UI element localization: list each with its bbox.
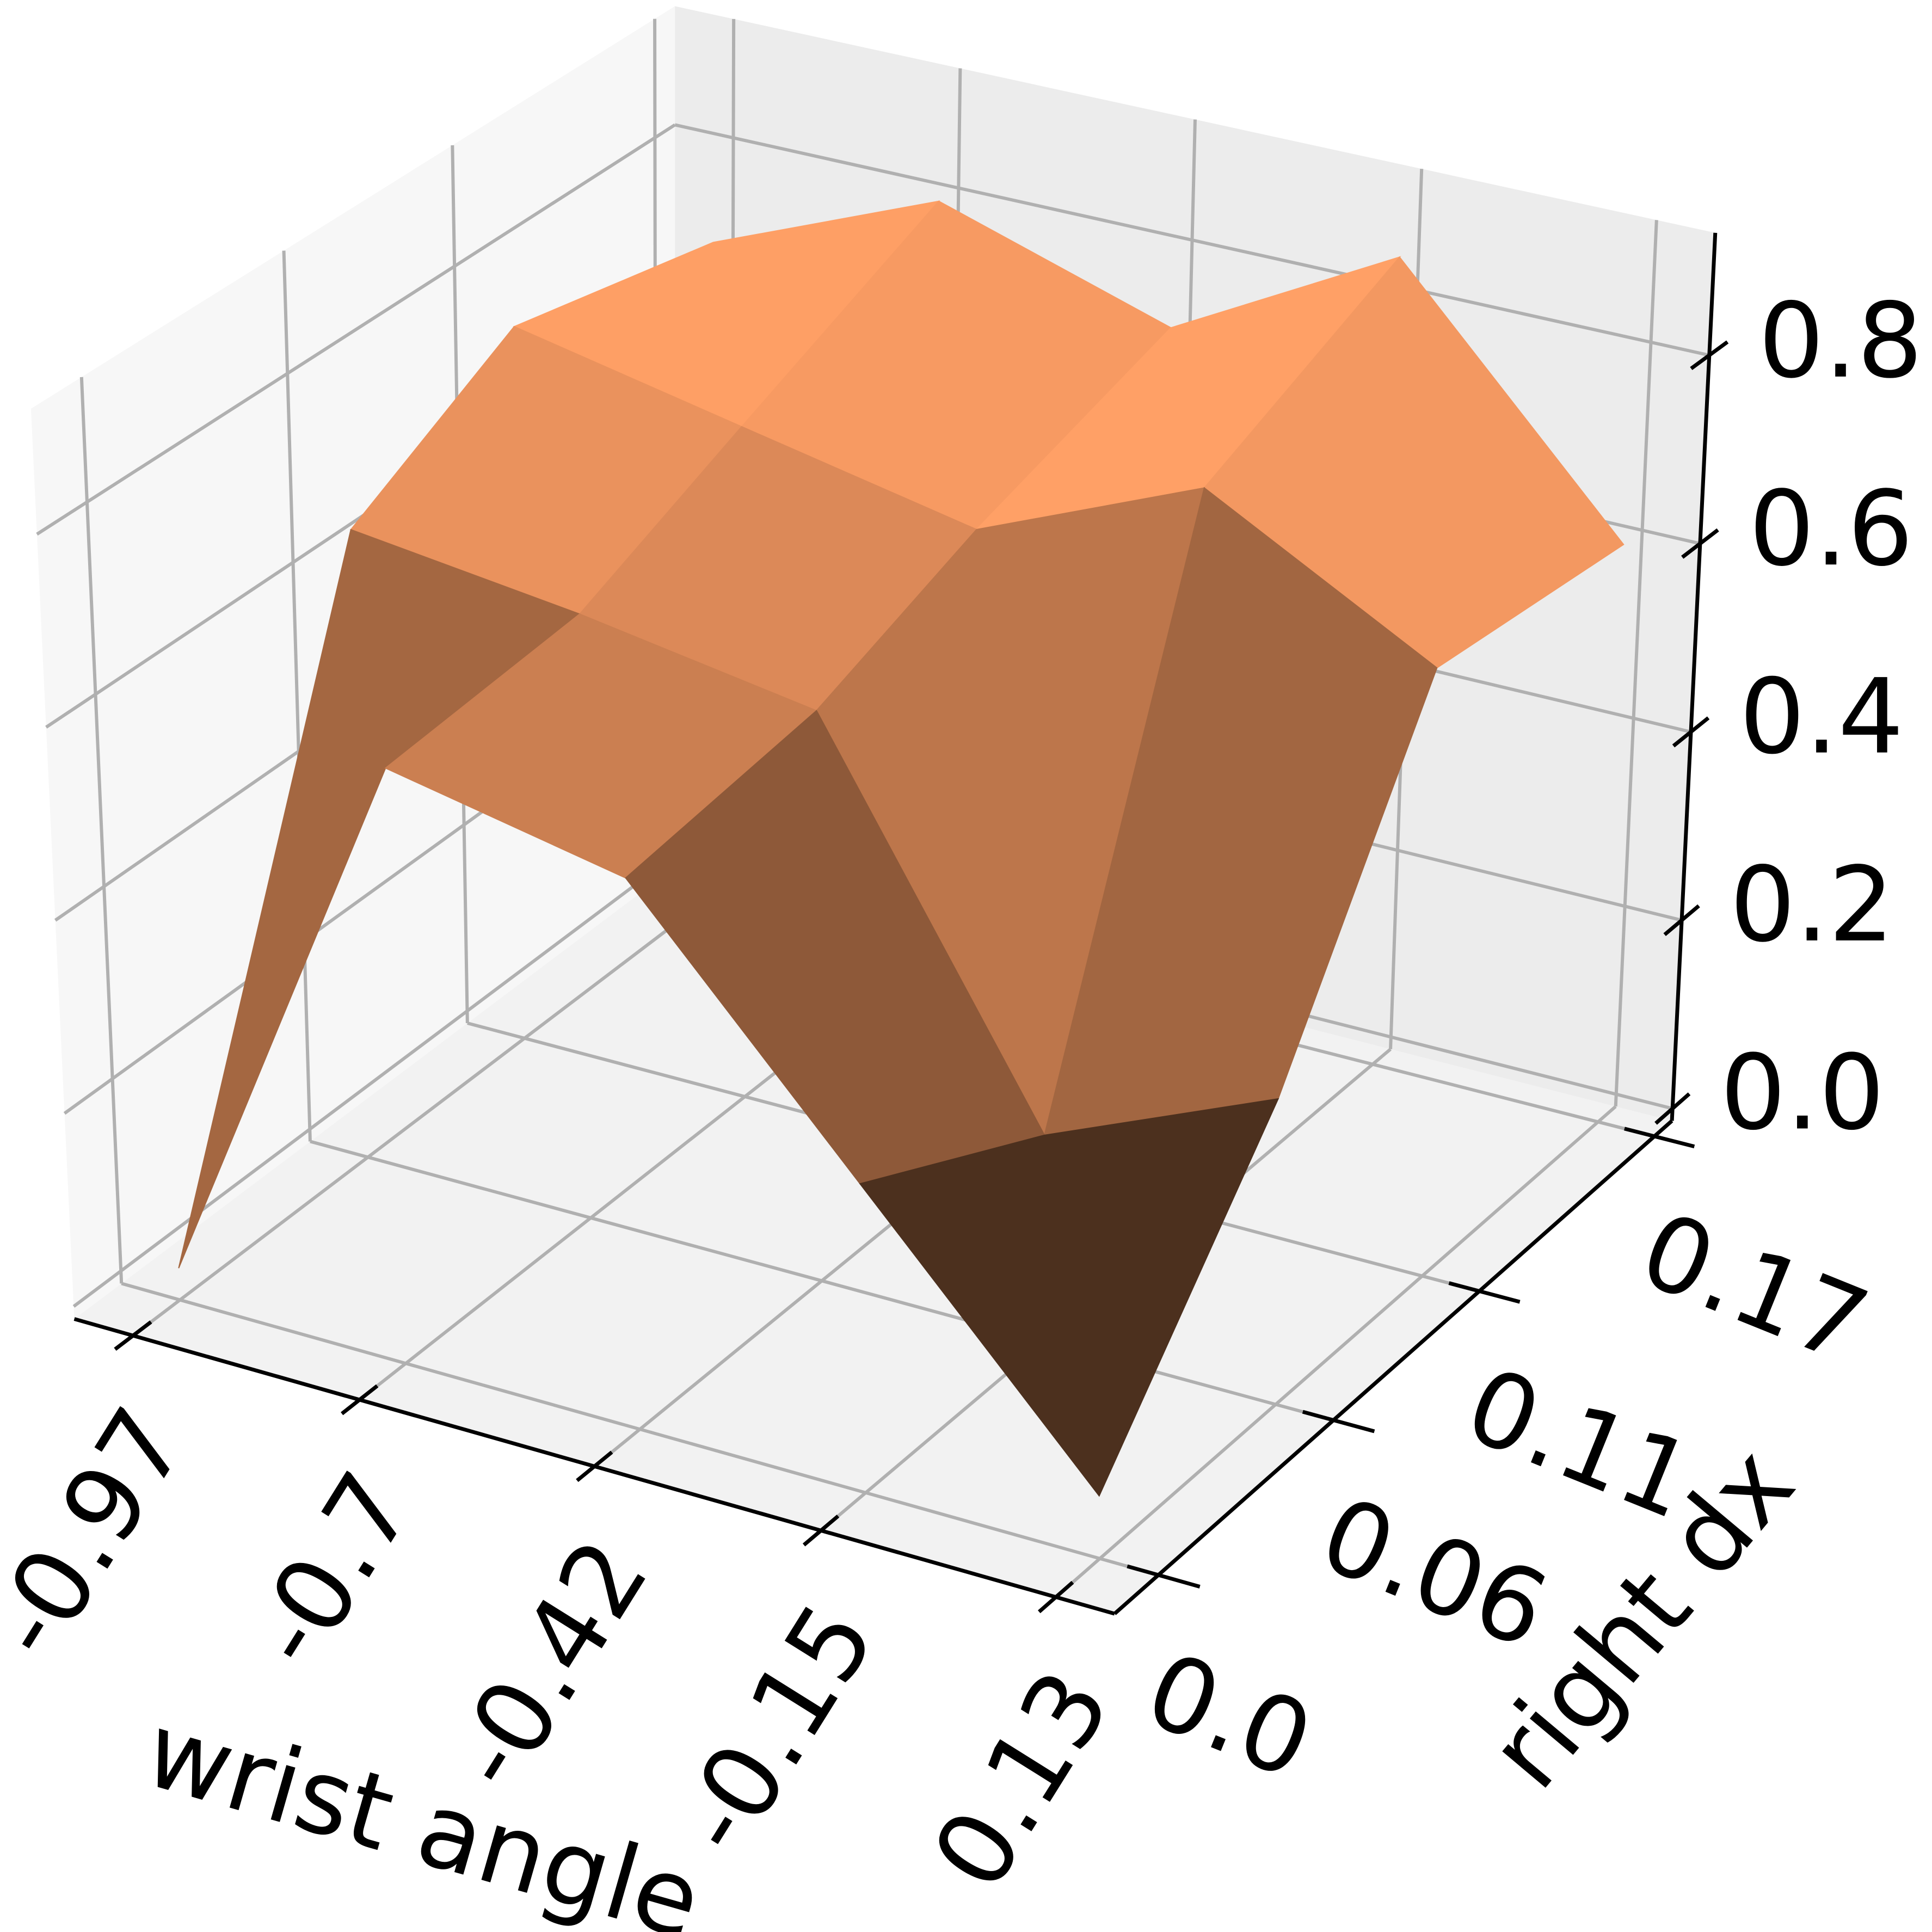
surface-face: [859, 1098, 1279, 1497]
y-tick: [1127, 1564, 1201, 1589]
x-tick-label: 0.13: [909, 1651, 1134, 1910]
grid-line: [310, 1140, 1334, 1422]
axis-line: [1670, 232, 1718, 1121]
z-tick: [1690, 340, 1729, 371]
grid-line: [1614, 220, 1658, 1107]
x-tick-label: -0.42: [428, 1519, 672, 1810]
z-tick-label: 0.6: [1749, 469, 1913, 589]
x-tick-label: -0.7: [227, 1453, 436, 1688]
y-tick-label: 0.17: [1625, 1189, 1884, 1387]
grid-line: [674, 123, 1710, 357]
grid-line: [1055, 1105, 1617, 1598]
z-tick: [1672, 716, 1710, 748]
y-tick: [1448, 1281, 1521, 1304]
grid-line: [72, 853, 676, 1308]
z-tick: [1681, 528, 1719, 559]
z-tick-label: 0.8: [1758, 281, 1923, 401]
x-tick-label: -0.15: [655, 1584, 899, 1874]
y-tick: [1624, 1127, 1695, 1149]
z-tick: [1663, 904, 1700, 937]
grid-line: [282, 250, 312, 1142]
y-tick-label: 0.0: [1130, 1629, 1328, 1802]
z-tick: [1654, 1092, 1691, 1125]
x-axis-label: wrist angle: [133, 1690, 714, 1932]
x-tick: [802, 1515, 840, 1547]
z-tick-label: 0.4: [1739, 657, 1904, 777]
axis-line: [1113, 1119, 1673, 1615]
grid-line: [79, 377, 124, 1284]
x-tick: [576, 1450, 613, 1482]
y-tick-label: 0.06: [1305, 1474, 1564, 1672]
x-tick-label: -0.97: [0, 1388, 210, 1678]
x-tick: [341, 1384, 379, 1416]
z-tick-label: 0.2: [1730, 845, 1894, 965]
x-tick: [1038, 1580, 1074, 1614]
x-tick: [114, 1320, 152, 1351]
z-tick-label: 0.0: [1720, 1032, 1885, 1153]
grid-line: [132, 879, 733, 1337]
y-tick: [1302, 1410, 1375, 1433]
grid-line: [36, 123, 676, 536]
grid-line: [121, 1282, 1159, 1577]
